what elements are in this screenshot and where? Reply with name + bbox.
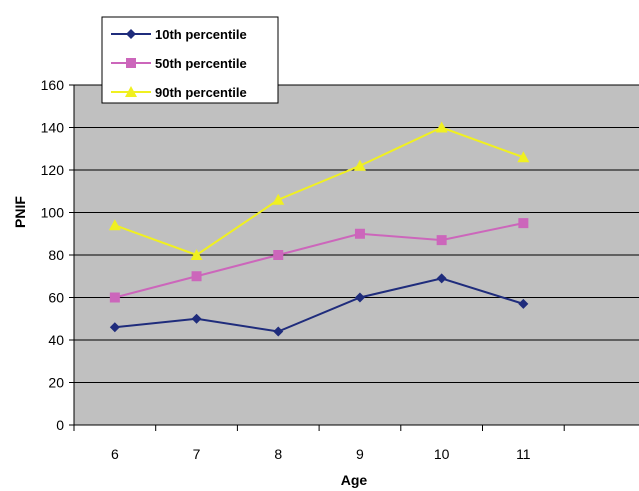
axes (69, 84, 639, 431)
data-point (436, 273, 447, 284)
data-point (109, 292, 120, 303)
data-point (436, 235, 447, 246)
legend-label: 10th percentile (155, 27, 247, 42)
tick-labels: 0 20 40 60 80 100 120 140 160 6 7 8 9 10 11 (41, 77, 531, 462)
data-point (191, 271, 202, 282)
y-tick-label: 20 (48, 375, 64, 391)
data-point (517, 151, 530, 163)
series-line-3 (114, 126, 524, 257)
y-tick-label: 120 (41, 162, 65, 178)
data-point (353, 159, 366, 171)
legend-label: 50th percentile (155, 56, 247, 71)
x-tick-label: 8 (274, 446, 282, 462)
y-tick-label: 80 (48, 247, 64, 263)
data-point (190, 249, 203, 260)
x-tick-label: 7 (193, 446, 201, 462)
data-point (191, 313, 202, 324)
y-tick-label: 60 (48, 290, 64, 306)
legend-label: 90th percentile (155, 85, 247, 100)
x-tick-label: 6 (111, 446, 119, 462)
y-tick-label: 40 (48, 332, 64, 348)
data-point (435, 121, 448, 133)
data-point (518, 298, 529, 309)
x-tick-label: 10 (434, 446, 450, 462)
x-tick-label: 11 (516, 446, 531, 462)
x-axis-title: Age (341, 472, 368, 488)
legend-marker (126, 58, 136, 68)
y-tick-label: 100 (41, 205, 65, 221)
legend: 10th percentile 50th percentile 90th perce… (101, 16, 279, 104)
series-lines (114, 126, 524, 333)
data-point (354, 292, 365, 303)
y-tick-label: 140 (41, 120, 65, 136)
y-tick-label: 160 (41, 77, 65, 93)
legend-marker (126, 29, 136, 39)
legend-marker (125, 86, 137, 97)
data-point (273, 250, 284, 260)
x-tick-label: 9 (356, 446, 364, 462)
data-point (109, 322, 120, 333)
data-point (272, 193, 285, 205)
series-markers (108, 121, 530, 337)
data-point (518, 218, 529, 229)
y-axis-title: PNIF (12, 196, 28, 228)
series-line-2 (114, 222, 524, 299)
legend-items: 10th percentile 50th percentile 90th perce… (111, 27, 247, 100)
data-point (108, 219, 121, 231)
series-line-1 (114, 277, 524, 333)
y-tick-label: 0 (56, 417, 64, 433)
data-point (273, 326, 284, 337)
data-point (354, 228, 365, 239)
